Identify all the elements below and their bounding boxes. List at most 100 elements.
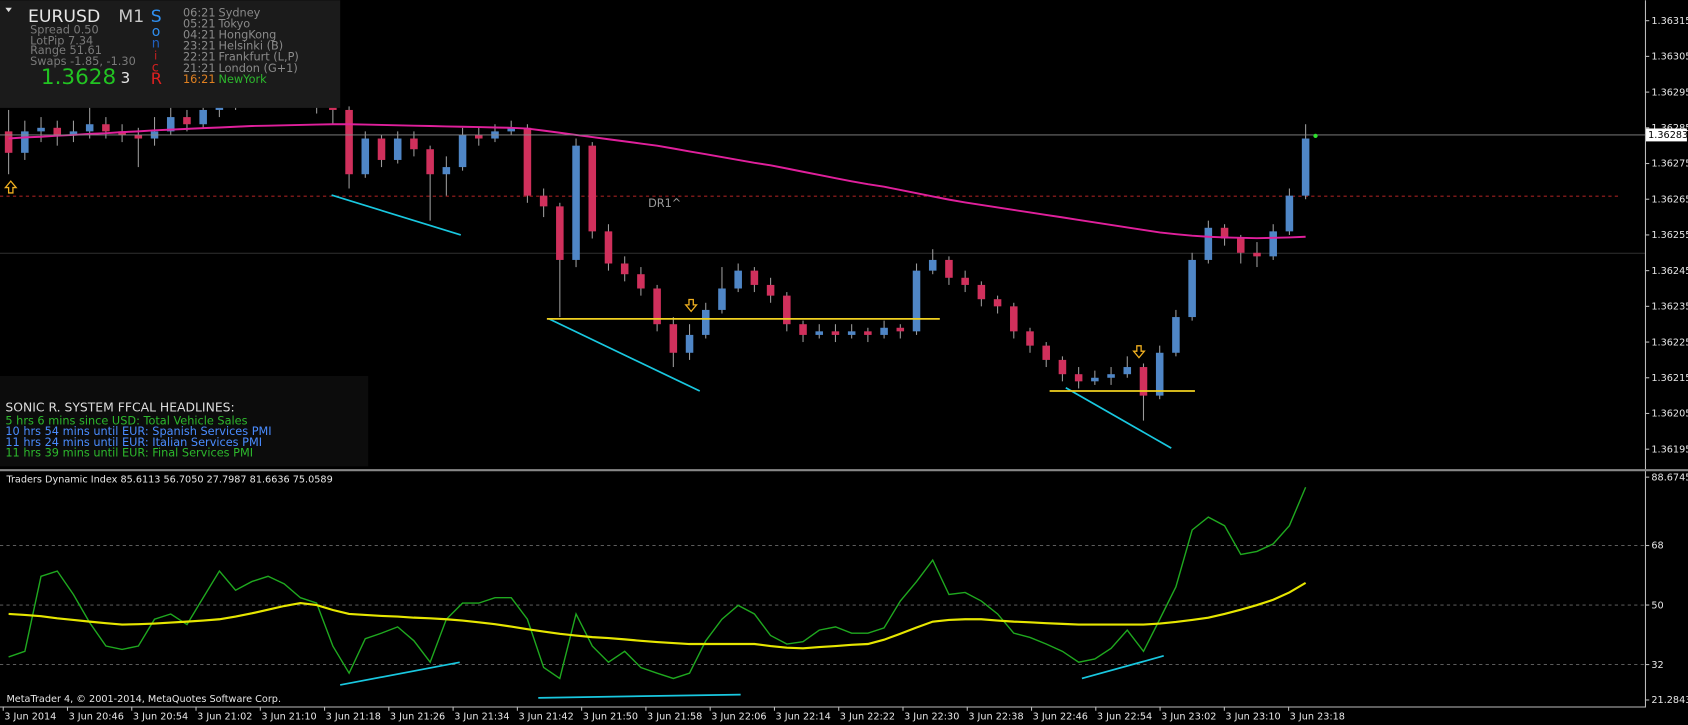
candle-body: [701, 309, 710, 335]
last-price-box: [1646, 128, 1687, 142]
session-time: 05:21: [183, 17, 216, 30]
headlines-title: SONIC R. SYSTEM FFCAL HEADLINES:: [5, 400, 234, 414]
candle-body: [766, 284, 775, 296]
candle-body: [393, 138, 402, 160]
candle-body: [118, 131, 126, 135]
x-tick-label: 3 Jun 21:18: [326, 711, 381, 722]
trend-line: [1081, 655, 1164, 680]
x-tick-label: 3 Jun 22:30: [904, 711, 959, 722]
spread: Spread 0.50: [30, 24, 99, 37]
candle-body: [1010, 306, 1018, 332]
sonic-letter: o: [152, 24, 161, 40]
indicator-line: [8, 581, 1307, 650]
symbol: EURUSD: [28, 7, 100, 27]
candle-body: [523, 127, 532, 196]
x-tick-label: 3 Jun 22:54: [1097, 711, 1152, 722]
candle-body: [1236, 238, 1245, 253]
moving-average: [8, 123, 1306, 240]
candle-body: [458, 134, 467, 168]
x-tick-label: 3 Jun 20:54: [133, 711, 188, 722]
candle-body: [783, 295, 791, 325]
panel-background: [0, 375, 369, 467]
y-tick-label: 1.36275: [1651, 159, 1688, 170]
candle-body: [653, 288, 661, 325]
candle-body: [377, 138, 386, 160]
candle-body: [1058, 359, 1067, 375]
x-tick-label: 3 Jun 2014: [4, 711, 56, 722]
candle-body: [799, 324, 807, 335]
candle-body: [37, 127, 45, 132]
candle-body: [685, 334, 694, 353]
x-tick-label: 3 Jun 21:50: [583, 711, 638, 722]
y-tick-label: 1.36255: [1651, 230, 1688, 241]
session-city: Tokyo: [218, 17, 251, 30]
session-time: 04:21: [183, 29, 216, 42]
range: Range 51.61: [30, 44, 102, 57]
sonic-letter: R: [151, 69, 162, 88]
candle-body: [507, 127, 515, 132]
price-extra: 3: [121, 69, 131, 87]
candle-body: [134, 134, 143, 139]
session-city: Sydney: [219, 6, 261, 19]
trend-line: [331, 194, 462, 236]
candle-body: [1026, 331, 1034, 346]
symbol-panel: EURUSD M1 Spread 0.50 LotPip 7.34 Range …: [0, 0, 341, 108]
trend-line: [538, 693, 741, 699]
candle-body: [183, 117, 191, 125]
x-tick-label: 3 Jun 22:14: [776, 711, 831, 722]
annotations: DR1^: [4, 133, 1318, 449]
candle-body: [199, 109, 207, 125]
candle-body: [669, 324, 678, 353]
bid-price: 1.3628: [41, 65, 116, 90]
candle-body: [815, 331, 824, 335]
x-tick-label: 3 Jun 20:46: [69, 711, 124, 722]
session-city: London (G+1): [219, 62, 298, 75]
candle-body: [1220, 227, 1229, 239]
candle-body: [1123, 367, 1132, 375]
candle-body: [102, 124, 110, 132]
candle-body: [961, 277, 969, 285]
x-tick-label: 3 Jun 21:34: [454, 711, 509, 722]
up-arrow: [4, 180, 18, 194]
y-tick-label: 1.36195: [1651, 444, 1688, 455]
indicator-line: [8, 486, 1307, 680]
candle-body: [604, 231, 613, 264]
y-tick-label: 88.6745: [1651, 472, 1688, 483]
candle-body: [345, 109, 353, 175]
y-tick-label: 32: [1651, 660, 1663, 671]
x-tick-label: 3 Jun 22:38: [968, 711, 1023, 722]
x-tick-label: 3 Jun 21:58: [647, 711, 702, 722]
y-tick-label: 1.36295: [1651, 87, 1688, 98]
candle-body: [85, 124, 94, 132]
candle-body: [361, 138, 370, 175]
candle-body: [1301, 138, 1310, 196]
headline: 10 hrs 54 mins until EUR: Spanish Servic…: [5, 425, 271, 438]
candle-body: [475, 134, 483, 139]
candle-body: [1091, 377, 1099, 382]
indicator-annotations: Traders Dynamic Index 85.6113 56.7050 27…: [5, 475, 1164, 705]
candle-body: [637, 274, 645, 289]
panel-background: [0, 0, 341, 108]
candle-body: [620, 263, 629, 275]
candle-body: [993, 299, 1002, 307]
session-city: Helsinki (B): [219, 40, 284, 53]
y-tick-label: 21.2843: [1651, 695, 1688, 706]
x-tick-label: 3 Jun 21:42: [518, 711, 573, 722]
candle-body: [718, 288, 726, 310]
x-tick-label: 3 Jun 23:18: [1290, 711, 1345, 722]
candle-body: [945, 259, 953, 278]
down-arrow: [684, 298, 698, 313]
collapse-icon[interactable]: [5, 7, 12, 13]
candle-body: [734, 270, 742, 289]
candle-body: [1253, 252, 1261, 257]
candle-body: [53, 127, 62, 135]
x-tick-label: 3 Jun 21:02: [197, 711, 252, 722]
candle-body: [1204, 227, 1213, 260]
price-levels: [0, 195, 1645, 254]
candle-body: [166, 117, 175, 132]
headline: 11 hrs 39 mins until EUR: Final Services…: [5, 447, 253, 460]
session-time: 22:21: [183, 51, 216, 64]
candle-body: [1269, 231, 1277, 257]
session-city: HongKong: [219, 29, 277, 42]
